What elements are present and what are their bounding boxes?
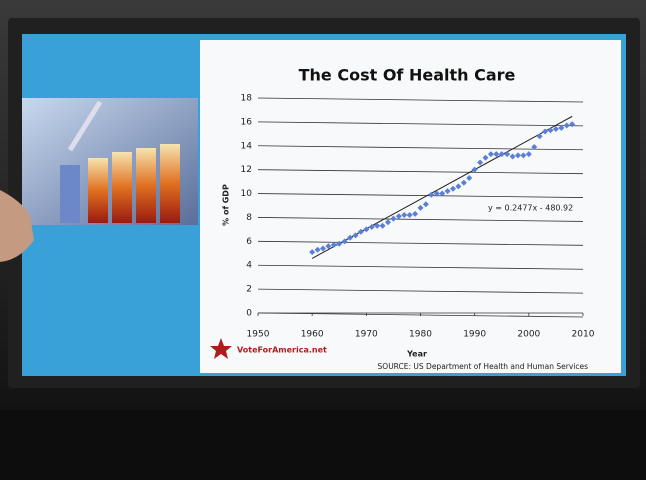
grid-line (257, 217, 584, 222)
data-point (325, 243, 332, 250)
data-point (455, 183, 462, 190)
y-tick-label: 16 (241, 117, 253, 127)
grid-line (257, 288, 584, 294)
data-point (477, 159, 484, 166)
data-point (471, 166, 478, 173)
data-point (433, 190, 440, 197)
data-point (569, 121, 576, 128)
y-axis-label: % of GDP (222, 184, 231, 226)
test-tubes (60, 100, 180, 223)
chart: The Cost Of Health Care % of GDP Year SO… (210, 66, 595, 371)
data-point (363, 226, 370, 233)
data-point (368, 224, 375, 230)
chart-panel (200, 40, 621, 373)
data-point (357, 228, 364, 235)
data-point (379, 222, 386, 229)
y-tick-label: 18 (241, 94, 253, 104)
grid-line (257, 240, 584, 246)
data-point (314, 246, 321, 253)
data-point (504, 151, 511, 158)
data-point (347, 234, 354, 241)
trendline-label: y = 0.2477x - 480.92 (488, 204, 573, 213)
data-point (320, 245, 326, 252)
y-tick-label: 10 (241, 189, 253, 199)
data-point (547, 127, 554, 134)
grid-line (257, 145, 584, 151)
data-point (352, 232, 359, 239)
logo-star (210, 338, 232, 359)
x-tick-label: 1990 (463, 330, 486, 340)
grid-line (257, 193, 584, 198)
data-point (525, 151, 532, 158)
data-point (390, 215, 397, 222)
data-point (520, 152, 527, 159)
chart-title: The Cost Of Health Care (299, 66, 516, 85)
data-point (542, 128, 549, 135)
grid-line (257, 121, 584, 127)
y-tick-label: 4 (246, 261, 252, 271)
data-point (422, 201, 429, 208)
data-point (439, 190, 446, 197)
x-tick-label: 1980 (409, 330, 432, 340)
presenter-hand (0, 190, 34, 262)
x-tick-label: 1960 (301, 330, 324, 340)
data-point (395, 213, 402, 220)
data-point (406, 212, 413, 219)
data-point (450, 185, 456, 192)
data-point (417, 204, 424, 211)
data-point (515, 152, 521, 159)
source-note: SOURCE: US Department of Health and Huma… (378, 362, 589, 371)
data-point (493, 151, 500, 158)
data-point (558, 124, 565, 131)
grid-line (257, 169, 584, 175)
data-point (412, 210, 419, 217)
x-axis-label: Year (406, 350, 427, 359)
data-point (428, 191, 435, 198)
y-tick-label: 12 (241, 165, 252, 175)
desk (0, 410, 646, 480)
x-tick-label: 1950 (247, 330, 270, 340)
logo-text: VoteForAmerica.net (237, 346, 327, 355)
data-point (309, 249, 316, 256)
data-point (482, 154, 489, 161)
data-point (487, 151, 494, 158)
data-point (374, 222, 381, 229)
y-tick-label: 8 (246, 213, 252, 223)
data-point (444, 188, 451, 195)
y-tick-label: 0 (246, 309, 252, 319)
data-point (498, 151, 505, 158)
y-tick-label: 2 (246, 285, 252, 295)
data-point (563, 122, 570, 129)
data-point (552, 126, 559, 133)
data-point (509, 153, 516, 160)
y-tick-label: 6 (246, 237, 252, 247)
data-point (536, 133, 543, 140)
data-point (531, 143, 538, 150)
y-tick-label: 14 (241, 141, 253, 151)
data-point (401, 212, 408, 219)
data-point (336, 240, 343, 247)
data-point (466, 175, 473, 182)
data-point (330, 241, 337, 248)
grid-line (257, 97, 584, 103)
x-tick-label: 2010 (572, 330, 595, 340)
data-point (341, 238, 348, 245)
data-point (385, 219, 391, 226)
x-tick-label: 1970 (355, 330, 378, 340)
x-tick-label: 2000 (517, 330, 540, 340)
data-point (460, 179, 467, 186)
grid-line (257, 264, 584, 270)
